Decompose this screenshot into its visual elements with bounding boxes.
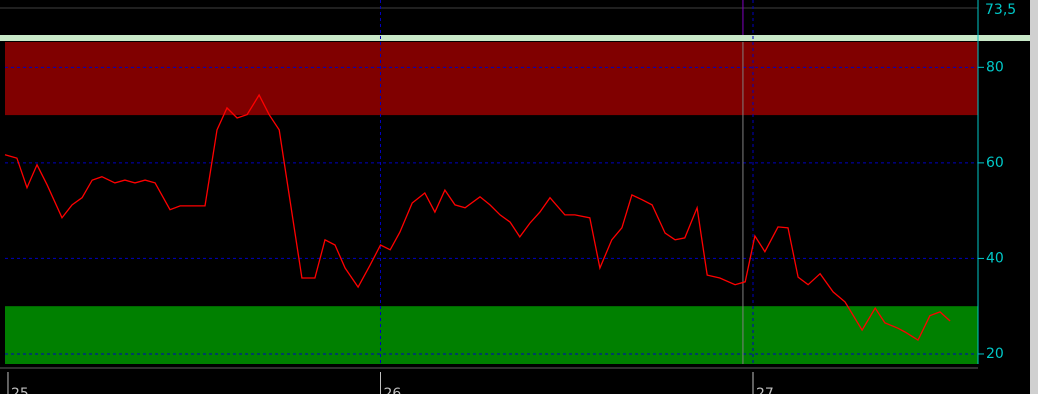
x-tick-label: 27 [756,386,774,394]
upper-band [5,42,978,116]
right-edge [1030,0,1038,394]
x-tick-label: 25 [11,386,29,394]
x-tick-label: 26 [383,386,401,394]
y-tick-label: 40 [986,250,1004,266]
top-panel-label: 73,5 [985,2,1016,18]
y-tick-label: 60 [986,155,1004,171]
panel-separator [0,35,1038,41]
lower-band [5,306,978,364]
y-tick-label: 80 [986,59,1004,75]
series-line [4,93,951,342]
y-tick-label: 20 [986,346,1004,362]
